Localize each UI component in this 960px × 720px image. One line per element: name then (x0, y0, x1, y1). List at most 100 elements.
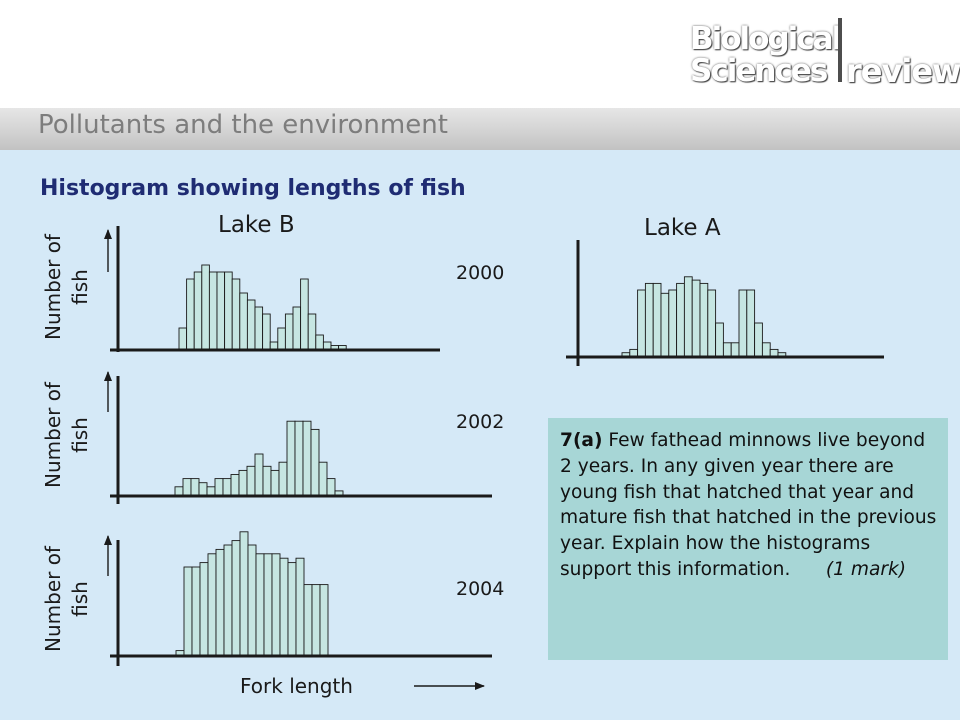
histogram-bar (278, 461, 288, 496)
histogram-bar (208, 271, 218, 350)
histogram-lakeb-2004 (175, 531, 329, 656)
year-label-2002: 2002 (456, 411, 505, 433)
histogram-bar (668, 289, 678, 357)
histogram-bar (178, 327, 188, 350)
histogram-bar (315, 334, 324, 350)
histogram-bar (201, 264, 210, 350)
publication-logo: Biological Sciences review (690, 18, 960, 90)
histogram-bar (746, 289, 756, 357)
histogram-bar (239, 531, 249, 656)
question-marks: (1 mark) (825, 558, 907, 580)
histogram-bar (318, 461, 328, 496)
logo-word-sciences: Sciences (690, 53, 828, 89)
histogram-bar (334, 490, 344, 496)
histogram-bar (254, 453, 264, 496)
histogram-bar (190, 478, 200, 496)
histogram-bar (294, 420, 304, 496)
question-text: Few fathead minnows live beyond 2 years.… (560, 430, 937, 580)
histogram-bar (199, 562, 209, 656)
histogram-bar (330, 345, 340, 350)
histogram-bar (683, 276, 693, 357)
histogram-bar (271, 553, 281, 656)
histogram-bar (644, 282, 654, 357)
histogram-bar (307, 313, 317, 350)
chart-axes (104, 226, 884, 690)
histogram-bar (738, 289, 748, 357)
histogram-bar (247, 544, 257, 656)
histogram-bar (207, 553, 217, 656)
chart-heading: Histogram showing lengths of fish (40, 176, 466, 201)
histogram-bar (198, 482, 208, 496)
histogram-bar (300, 278, 309, 350)
histogram-bar (769, 348, 779, 357)
histogram-bar (277, 327, 286, 350)
histogram-bar (239, 292, 248, 350)
histogram-bar (676, 282, 685, 357)
histogram-bar (246, 465, 256, 496)
question-box: 7(a) Few fathead minnows live beyond 2 y… (548, 418, 948, 660)
histogram-bar (193, 271, 203, 350)
histogram-bar (652, 282, 662, 357)
histogram-lakeb-2002 (174, 420, 344, 496)
histogram-bar (279, 557, 289, 656)
histogram-bar (286, 420, 296, 496)
histogram-bar (302, 420, 312, 496)
slide-title: Pollutants and the environment (38, 110, 448, 140)
histogram-bar (175, 650, 185, 656)
histogram-bar (263, 553, 273, 656)
histogram-bar (637, 289, 646, 357)
histogram-bar (311, 584, 321, 656)
histogram-bar (699, 282, 709, 357)
histogram-bar (722, 342, 732, 357)
histogram-bar (182, 478, 192, 496)
histogram-bar (691, 279, 701, 357)
histogram-bar (214, 478, 224, 496)
histogram-bar (231, 540, 241, 656)
logo-separator (838, 18, 842, 82)
histogram-bar (255, 553, 265, 656)
histogram-bar (284, 313, 294, 350)
question-number: 7(a) (560, 430, 603, 451)
histogram-bar (322, 341, 332, 350)
histogram-bar (216, 271, 226, 350)
histogram-bar (292, 306, 302, 350)
histogram-bar (231, 278, 241, 350)
histogram-bar (223, 544, 233, 656)
histogram-bar (707, 289, 717, 357)
histogram-bar (270, 469, 280, 496)
histogram-bar (206, 486, 216, 496)
histogram-bar (186, 278, 195, 350)
histogram-bar (310, 428, 320, 496)
histogram-bar (246, 299, 256, 350)
lake-a-label: Lake A (644, 215, 721, 241)
logo-word-biological: Biological (690, 21, 842, 57)
histogram-bar (222, 478, 232, 496)
histogram-bar (254, 306, 264, 350)
histogram-bar (761, 342, 771, 357)
slide-header: Pollutants and the environment Biologica… (0, 0, 960, 150)
histogram-bar (191, 566, 201, 656)
year-label-2000: 2000 (456, 262, 505, 284)
histogram-bar (238, 469, 248, 496)
x-axis-label: Fork length (240, 674, 353, 698)
lake-b-label: Lake B (218, 212, 295, 238)
histogram-bar (660, 292, 670, 357)
histogram-bar (215, 548, 225, 656)
histogram-bar (174, 486, 184, 496)
histogram-bar (629, 348, 639, 357)
title-band (0, 108, 960, 150)
histogram-lakeb-2000 (178, 264, 347, 350)
year-label-2004: 2004 (456, 578, 505, 600)
logo-word-review: review (846, 52, 960, 90)
histogram-bar (183, 566, 193, 656)
histogram-bar (262, 465, 272, 496)
histogram-bar (754, 322, 763, 357)
histogram-bar (230, 474, 240, 496)
histogram-bar (338, 345, 347, 350)
histogram-bar (319, 584, 329, 656)
histogram-bar (730, 342, 740, 357)
histogram-bar (262, 313, 271, 350)
histogram-lakea-2000 (621, 276, 787, 357)
histogram-bar (715, 322, 724, 357)
